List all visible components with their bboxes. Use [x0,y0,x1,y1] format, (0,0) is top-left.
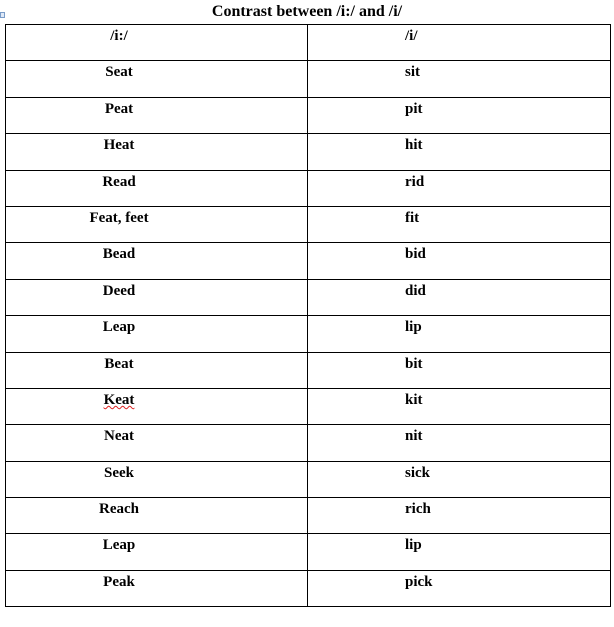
short-vowel-cell[interactable]: pick [307,569,611,608]
long-vowel-cell[interactable]: Beat [5,351,308,389]
short-vowel-word: sit [405,64,420,81]
long-vowel-cell[interactable]: Peat [5,96,308,135]
short-vowel-cell[interactable]: sit [307,60,611,98]
table-move-handle[interactable] [0,12,5,18]
long-vowel-word: Deed [102,282,136,299]
table-row: Deed did [5,278,611,317]
header-short-vowel: /i/ [405,28,418,44]
long-vowel-cell[interactable]: Leap [5,533,308,571]
long-vowel-word: Reach [99,501,139,518]
short-vowel-cell[interactable]: rich [307,497,611,535]
long-vowel-word: Keat [103,391,135,408]
long-vowel-cell[interactable]: Heat [5,133,308,171]
short-vowel-word: pick [405,573,433,590]
long-vowel-word: Leap [102,319,136,336]
table-row: Leap lip [5,315,611,353]
header-cell-long-vowel[interactable]: /i:/ [5,23,308,62]
short-vowel-word: rich [405,501,431,518]
short-vowel-word: lip [405,537,422,554]
short-vowel-cell[interactable]: pit [307,96,611,135]
long-vowel-word: Peat [104,100,134,117]
short-vowel-cell[interactable]: did [307,278,611,317]
table-row: Heat hit [5,133,611,171]
long-vowel-word: Neat [104,428,134,445]
table-row: Seat sit [5,60,611,98]
short-vowel-word: hit [405,137,423,154]
short-vowel-word: lip [405,319,422,336]
short-vowel-cell[interactable]: sick [307,460,611,499]
long-vowel-cell[interactable]: Peak [5,569,308,608]
long-vowel-word: Seat [105,64,133,81]
short-vowel-cell[interactable]: lip [307,533,611,571]
short-vowel-cell[interactable]: bid [307,242,611,280]
short-vowel-word: rid [405,173,425,190]
long-vowel-word: Peak [103,573,135,590]
long-vowel-word: Feat, feet [89,209,149,226]
short-vowel-word: kit [405,391,423,408]
table-row: Peat pit [5,96,611,135]
short-vowel-word: pit [405,100,423,117]
long-vowel-word: Read [102,173,136,190]
long-vowel-cell[interactable]: Seat [5,60,308,98]
long-vowel-cell[interactable]: Neat [5,424,308,462]
table-row: Feat, feet fit [5,205,611,244]
long-vowel-cell[interactable]: Read [5,169,308,207]
long-vowel-word: Leap [102,537,136,554]
header-row: /i:/ /i/ [5,23,611,62]
short-vowel-word: bid [405,246,426,263]
short-vowel-cell[interactable]: nit [307,424,611,462]
table-row: Neat nit [5,424,611,462]
short-vowel-word: did [405,282,426,299]
short-vowel-cell[interactable]: rid [307,169,611,207]
table-row: Keat kit [5,387,611,426]
long-vowel-word: Seek [104,464,134,481]
short-vowel-cell[interactable]: kit [307,387,611,426]
long-vowel-word: Bead [102,246,136,263]
short-vowel-cell[interactable]: bit [307,351,611,389]
short-vowel-word: sick [405,464,431,481]
long-vowel-cell[interactable]: Deed [5,278,308,317]
short-vowel-word: bit [405,355,423,372]
long-vowel-cell[interactable]: Keat [5,387,308,426]
long-vowel-cell[interactable]: Leap [5,315,308,353]
long-vowel-cell[interactable]: Reach [5,497,308,535]
long-vowel-word: Heat [103,137,135,154]
long-vowel-cell[interactable]: Seek [5,460,308,499]
long-vowel-cell[interactable]: Bead [5,242,308,280]
table-row: Reach rich [5,497,611,535]
long-vowel-cell[interactable]: Feat, feet [5,205,308,244]
header-long-vowel: /i:/ [110,28,128,44]
short-vowel-cell[interactable]: hit [307,133,611,171]
table-row: Beat bit [5,351,611,389]
table-row: Bead bid [5,242,611,280]
table-row: Leap lip [5,533,611,571]
short-vowel-cell[interactable]: lip [307,315,611,353]
contrast-table: /i:/ /i/ Seat sit Peat pit Heat hit Read rid Fea… [5,23,611,608]
short-vowel-word: fit [405,209,420,226]
table-row: Seek sick [5,460,611,499]
table-row: Peak pick [5,569,611,608]
header-cell-short-vowel[interactable]: /i/ [307,23,611,62]
short-vowel-word: nit [405,428,423,445]
long-vowel-word: Beat [104,355,134,372]
short-vowel-cell[interactable]: fit [307,205,611,244]
table-row: Read rid [5,169,611,207]
table-title: Contrast between /i:/ and /i/ [211,3,403,20]
